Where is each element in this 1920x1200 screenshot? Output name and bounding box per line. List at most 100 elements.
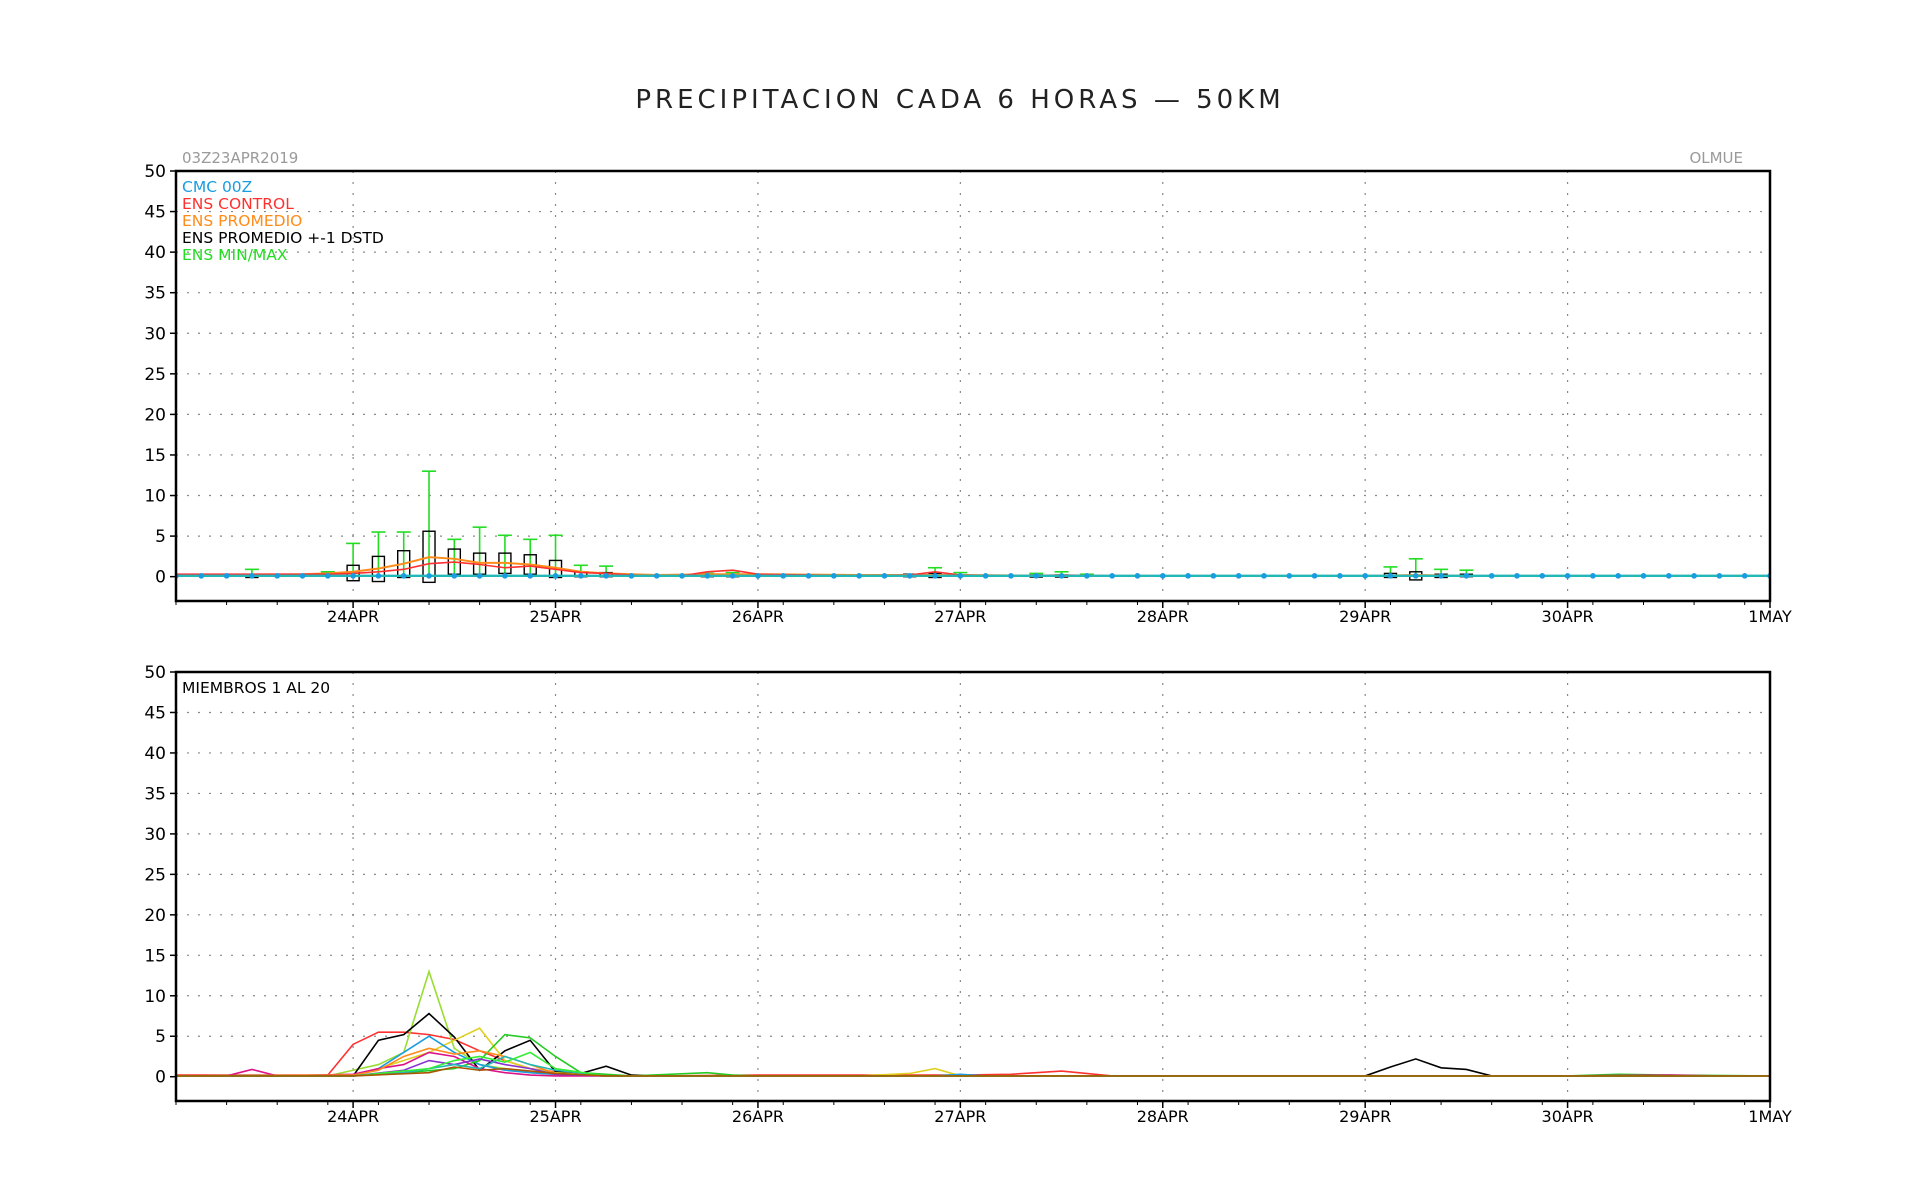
x-tick-label: 26APR (732, 1107, 784, 1126)
cmc-point (1665, 573, 1672, 579)
cmc-point (1311, 573, 1318, 579)
cmc-point (1514, 573, 1520, 579)
cmc-point (1235, 573, 1242, 579)
cmc-point (1539, 573, 1546, 579)
member-line-2 (176, 968, 1770, 1077)
legend-entry: ENS CONTROL (182, 195, 294, 213)
cmc-point (628, 573, 635, 579)
cmc-point (1488, 573, 1495, 579)
cmc-point (1716, 573, 1723, 579)
y-tick-label: 5 (155, 1027, 166, 1047)
cmc-point (274, 573, 281, 579)
x-tick-label: 29APR (1339, 607, 1391, 626)
cmc-point (653, 573, 660, 579)
cmc-point (729, 573, 736, 579)
cmc-point (780, 573, 787, 579)
cmc-point (1463, 573, 1470, 579)
cmc-point (1210, 573, 1217, 579)
cmc-point (350, 573, 356, 579)
cmc-point (1412, 573, 1419, 579)
y-tick-label: 50 (144, 162, 166, 182)
cmc-point (1033, 573, 1040, 579)
x-tick-label: 1MAY (1748, 1107, 1792, 1126)
x-tick-label: 1MAY (1748, 607, 1792, 626)
run-label: 03Z23APR2019 (182, 149, 298, 167)
x-tick-label: 26APR (732, 607, 784, 626)
cmc-point (932, 573, 938, 579)
location-label: OLMUE (1689, 149, 1743, 167)
y-tick-label: 10 (144, 487, 166, 507)
panel-frame (174, 169, 1772, 603)
x-tick-label: 24APR (327, 607, 379, 626)
cmc-point (831, 573, 837, 579)
cmc-point (704, 573, 711, 579)
cmc-point (527, 573, 534, 579)
cmc-point (1564, 573, 1571, 579)
cmc-point (1134, 573, 1141, 579)
y-tick-label: 40 (144, 243, 166, 263)
cmc-point (1261, 573, 1267, 579)
cmc-point (1109, 573, 1115, 579)
cmc-point (1337, 573, 1343, 579)
x-tick-label: 29APR (1339, 1107, 1391, 1126)
cmc-point (982, 573, 989, 579)
cmc-point (856, 573, 862, 579)
cmc-point (426, 573, 432, 579)
cmc-point (805, 573, 812, 579)
cmc-point (1640, 573, 1647, 579)
cmc-point (906, 573, 913, 579)
y-tick-label: 10 (144, 987, 166, 1007)
cmc-point (1286, 573, 1293, 579)
top-panel: 0 5 10 15 20 25 30 35 40 45 50 24APR 25APR 26APR 27APR… (144, 162, 1792, 626)
cmc-point (1185, 573, 1191, 579)
cmc-point (223, 573, 230, 579)
cmc-point (881, 573, 888, 579)
cmc-point (502, 573, 508, 579)
cmc-point (1741, 573, 1748, 579)
x-tick-label: 28APR (1137, 1107, 1189, 1126)
cmc-point (249, 573, 255, 579)
cmc-point (1590, 573, 1596, 579)
member-line-3 (176, 1012, 1770, 1077)
chart-title: PRECIPITACION CADA 6 HORAS — 50KM (635, 85, 1284, 115)
y-tick-label: 20 (144, 906, 166, 926)
x-tick-label: 27APR (934, 1107, 986, 1126)
cmc-point (325, 573, 331, 579)
cmc-point (679, 573, 685, 579)
cmc-point (1691, 573, 1697, 579)
x-tick-label: 25APR (529, 1107, 581, 1126)
y-tick-label: 25 (144, 865, 166, 885)
y-tick-label: 20 (144, 405, 166, 425)
y-tick-label: 35 (144, 784, 166, 804)
x-tick-label: 30APR (1542, 1107, 1594, 1126)
y-tick-label: 50 (144, 663, 166, 683)
panel-frame (174, 670, 1772, 1103)
cmc-point (755, 573, 761, 579)
x-tick-label: 30APR (1542, 607, 1594, 626)
member-line-5 (176, 1035, 1770, 1077)
plot-area (176, 968, 1770, 1077)
cmc-point (400, 573, 407, 579)
y-tick-label: 0 (155, 1068, 166, 1088)
y-tick-label: 30 (144, 324, 166, 344)
cmc-point (1084, 573, 1090, 579)
legend-entry: CMC 00Z (182, 178, 252, 196)
y-tick-label: 40 (144, 744, 166, 764)
x-tick-label: 24APR (327, 1107, 379, 1126)
cmc-point (552, 573, 559, 579)
plot-area (176, 470, 1770, 584)
y-tick-label: 35 (144, 284, 166, 304)
cmc-point (476, 573, 483, 579)
x-tick-label: 25APR (529, 607, 581, 626)
y-tick-label: 25 (144, 365, 166, 385)
y-tick-label: 15 (144, 946, 166, 966)
member-line-11 (176, 1051, 1770, 1077)
cmc-point (1362, 573, 1368, 579)
bottom-panel: 0 5 10 15 20 25 30 35 40 45 50 24APR 25APR 26APR 27APR… (144, 663, 1792, 1126)
y-tick-label: 5 (155, 527, 166, 547)
legend-entry: ENS PROMEDIO +-1 DSTD (182, 229, 384, 247)
cmc-point (957, 573, 964, 579)
y-tick-label: 30 (144, 825, 166, 845)
cmc-point (198, 573, 205, 579)
